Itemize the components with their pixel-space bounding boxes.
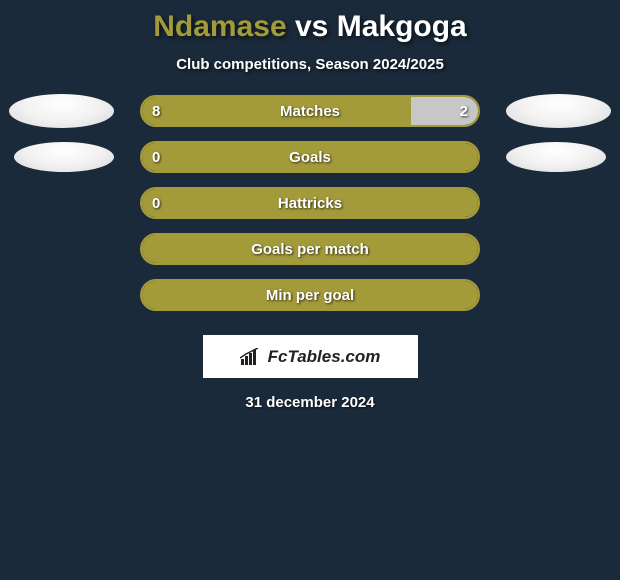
subtitle: Club competitions, Season 2024/2025	[176, 56, 444, 73]
stat-bar: 0Goals	[140, 141, 480, 173]
player-b-name: Makgoga	[337, 10, 467, 43]
page-title: Ndamase vs Makgoga	[153, 10, 467, 44]
stat-row: 82Matches	[0, 95, 620, 127]
branding-badge: FcTables.com	[203, 335, 418, 378]
photo-placeholder	[9, 186, 114, 220]
stat-bar: Goals per match	[140, 233, 480, 265]
player-a-photo	[14, 142, 114, 172]
stat-bar: Min per goal	[140, 279, 480, 311]
stat-label: Goals per match	[142, 235, 478, 263]
stat-row: Min per goal	[0, 279, 620, 311]
player-b-photo	[506, 94, 611, 128]
photo-placeholder	[9, 232, 114, 266]
stat-label: Matches	[142, 97, 478, 125]
stat-label: Goals	[142, 143, 478, 171]
stat-row: 0Goals	[0, 141, 620, 173]
stat-bar: 0Hattricks	[140, 187, 480, 219]
stat-bar: 82Matches	[140, 95, 480, 127]
vs-separator: vs	[295, 10, 328, 43]
comparison-infographic: Ndamase vs Makgoga Club competitions, Se…	[0, 0, 620, 411]
photo-placeholder	[9, 278, 114, 312]
stat-row: Goals per match	[0, 233, 620, 265]
photo-placeholder	[506, 186, 611, 220]
stat-label: Min per goal	[142, 281, 478, 309]
date-label: 31 december 2024	[245, 394, 374, 411]
stat-row: 0Hattricks	[0, 187, 620, 219]
player-a-photo	[9, 94, 114, 128]
player-a-name: Ndamase	[153, 10, 286, 43]
player-b-photo	[506, 142, 606, 172]
photo-placeholder	[506, 278, 611, 312]
photo-placeholder	[506, 232, 611, 266]
stat-rows: 82Matches 0Goals 0Hattricks Goals per match…	[0, 95, 620, 325]
stat-label: Hattricks	[142, 189, 478, 217]
branding-text: FcTables.com	[268, 347, 381, 367]
bar-chart-icon	[240, 348, 262, 366]
